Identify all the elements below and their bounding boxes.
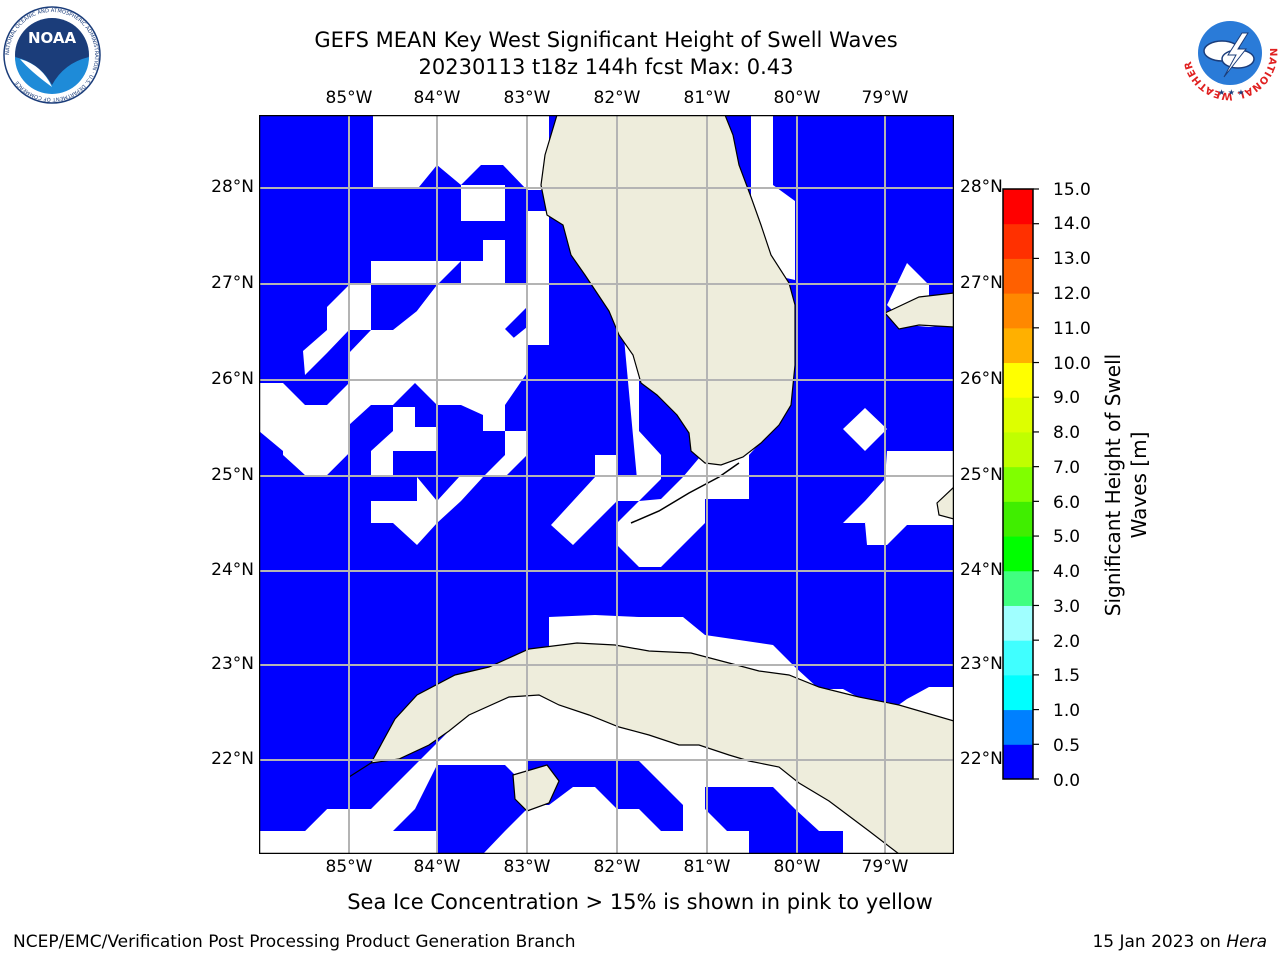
colorbar-tick: 10.0 (1053, 354, 1091, 374)
colorbar-segment (1003, 501, 1033, 537)
lon-tick-top: 85°W (325, 88, 373, 108)
lon-tick-top: 83°W (503, 88, 551, 108)
lon-tick-bottom: 84°W (413, 857, 461, 877)
svg-text:★ ★ ★: ★ ★ ★ (1218, 88, 1245, 97)
colorbar-tick: 13.0 (1053, 249, 1091, 269)
lon-tick-top: 79°W (861, 88, 909, 108)
sea-ice-note-text: Sea Ice Concentration > 15% is shown in … (347, 890, 933, 914)
lat-tick-right: 28°N (960, 177, 1003, 197)
footer-host: Hera (1226, 932, 1267, 952)
isla-juventud (512, 764, 560, 812)
colorbar-tick: 11.0 (1053, 319, 1091, 339)
colorbar-tick: 14.0 (1053, 214, 1091, 234)
sea-ice-note: Sea Ice Concentration > 15% is shown in … (0, 890, 1280, 914)
swell-patches-south (259, 687, 843, 854)
florida-land (540, 115, 796, 466)
lon-tick-bottom: 82°W (593, 857, 641, 877)
colorbar-label-line2: Waves [m] (1127, 431, 1151, 539)
colorbar-tick: 0.0 (1053, 771, 1081, 791)
colorbar-segment (1003, 570, 1033, 606)
lat-tick-left: 28°N (211, 177, 254, 197)
colorbar-tick: 8.0 (1053, 423, 1081, 443)
colorbar-tick: 2.0 (1053, 632, 1081, 652)
lat-tick-left: 24°N (211, 560, 254, 580)
colorbar-segment (1003, 466, 1033, 502)
lat-tick-left: 22°N (211, 749, 254, 769)
noaa-logo-text: NOAA (28, 29, 77, 47)
colorbar-tick: 15.0 (1053, 180, 1091, 200)
lon-tick-top: 82°W (593, 88, 641, 108)
colorbar-tick: 0.5 (1053, 736, 1081, 756)
colorbar-segment (1003, 362, 1033, 398)
lon-tick-bottom: 83°W (503, 857, 551, 877)
gridlines (259, 115, 954, 854)
colorbar-label-line1: Significant Height of Swell (1101, 353, 1125, 617)
colorbar-segment (1003, 431, 1033, 468)
colorbar (1002, 188, 1039, 780)
nws-logo: NATIONAL WEATHER SERVICE ★ ★ ★ (1180, 5, 1278, 101)
colorbar-tick: 6.0 (1053, 493, 1081, 513)
lat-tick-right: 22°N (960, 749, 1003, 769)
colorbar-segment (1003, 223, 1033, 259)
lat-tick-left: 25°N (211, 465, 254, 485)
lat-tick-right: 23°N (960, 654, 1003, 674)
lat-tick-right: 27°N (960, 273, 1003, 293)
colorbar-tick: 5.0 (1053, 527, 1081, 547)
lon-tick-top: 81°W (683, 88, 731, 108)
colorbar-tick: 7.0 (1053, 458, 1081, 478)
colorbar-segment (1003, 674, 1033, 711)
chart-title: GEFS MEAN Key West Significant Height of… (314, 28, 898, 52)
lat-tick-right: 25°N (960, 465, 1003, 485)
lon-tick-bottom: 79°W (861, 857, 909, 877)
colorbar-segment (1003, 744, 1033, 780)
colorbar-segment (1003, 327, 1033, 364)
colorbar-tick: 12.0 (1053, 284, 1091, 304)
colorbar-tick: 4.0 (1053, 562, 1081, 582)
lon-tick-bottom: 81°W (683, 857, 731, 877)
colorbar-segment (1003, 605, 1033, 641)
chart-subtitle: 20230113 t18z 144h fcst Max: 0.43 (418, 55, 794, 79)
colorbar-tick: 1.5 (1053, 666, 1081, 686)
colorbar-border (1002, 188, 1034, 780)
colorbar-segment (1003, 397, 1033, 433)
florida-keys (630, 462, 740, 524)
colorbar-tick: 9.0 (1053, 388, 1081, 408)
colorbar-segment (1003, 536, 1033, 572)
colorbar-label: Significant Height of Swell Waves [m] (1100, 285, 1160, 685)
colorbar-segment (1003, 640, 1033, 676)
lat-tick-right: 26°N (960, 369, 1003, 389)
colorbar-segment (1003, 189, 1033, 225)
colorbar-segment (1003, 258, 1033, 294)
colorbar-tick: 1.0 (1053, 701, 1081, 721)
colorbar-segment (1003, 293, 1033, 329)
lon-tick-bottom: 85°W (325, 857, 373, 877)
lon-tick-bottom: 80°W (773, 857, 821, 877)
colorbar-segment (1003, 709, 1033, 745)
lat-tick-left: 26°N (211, 369, 254, 389)
lat-tick-left: 23°N (211, 654, 254, 674)
colorbar-tick: 3.0 (1053, 597, 1081, 617)
lat-tick-right: 24°N (960, 560, 1003, 580)
footer-date-text: 15 Jan 2023 on (1092, 932, 1227, 952)
noaa-logo: NATIONAL OCEANIC AND ATMOSPHERIC ADMINIS… (3, 6, 101, 104)
lon-tick-top: 80°W (773, 88, 821, 108)
map-plot[interactable] (259, 115, 954, 854)
lat-tick-left: 27°N (211, 273, 254, 293)
footer-credit: NCEP/EMC/Verification Post Processing Pr… (13, 932, 576, 952)
bahamas-land (884, 292, 954, 330)
lon-tick-top: 84°W (413, 88, 461, 108)
footer-date: 15 Jan 2023 on Hera (1092, 932, 1267, 952)
